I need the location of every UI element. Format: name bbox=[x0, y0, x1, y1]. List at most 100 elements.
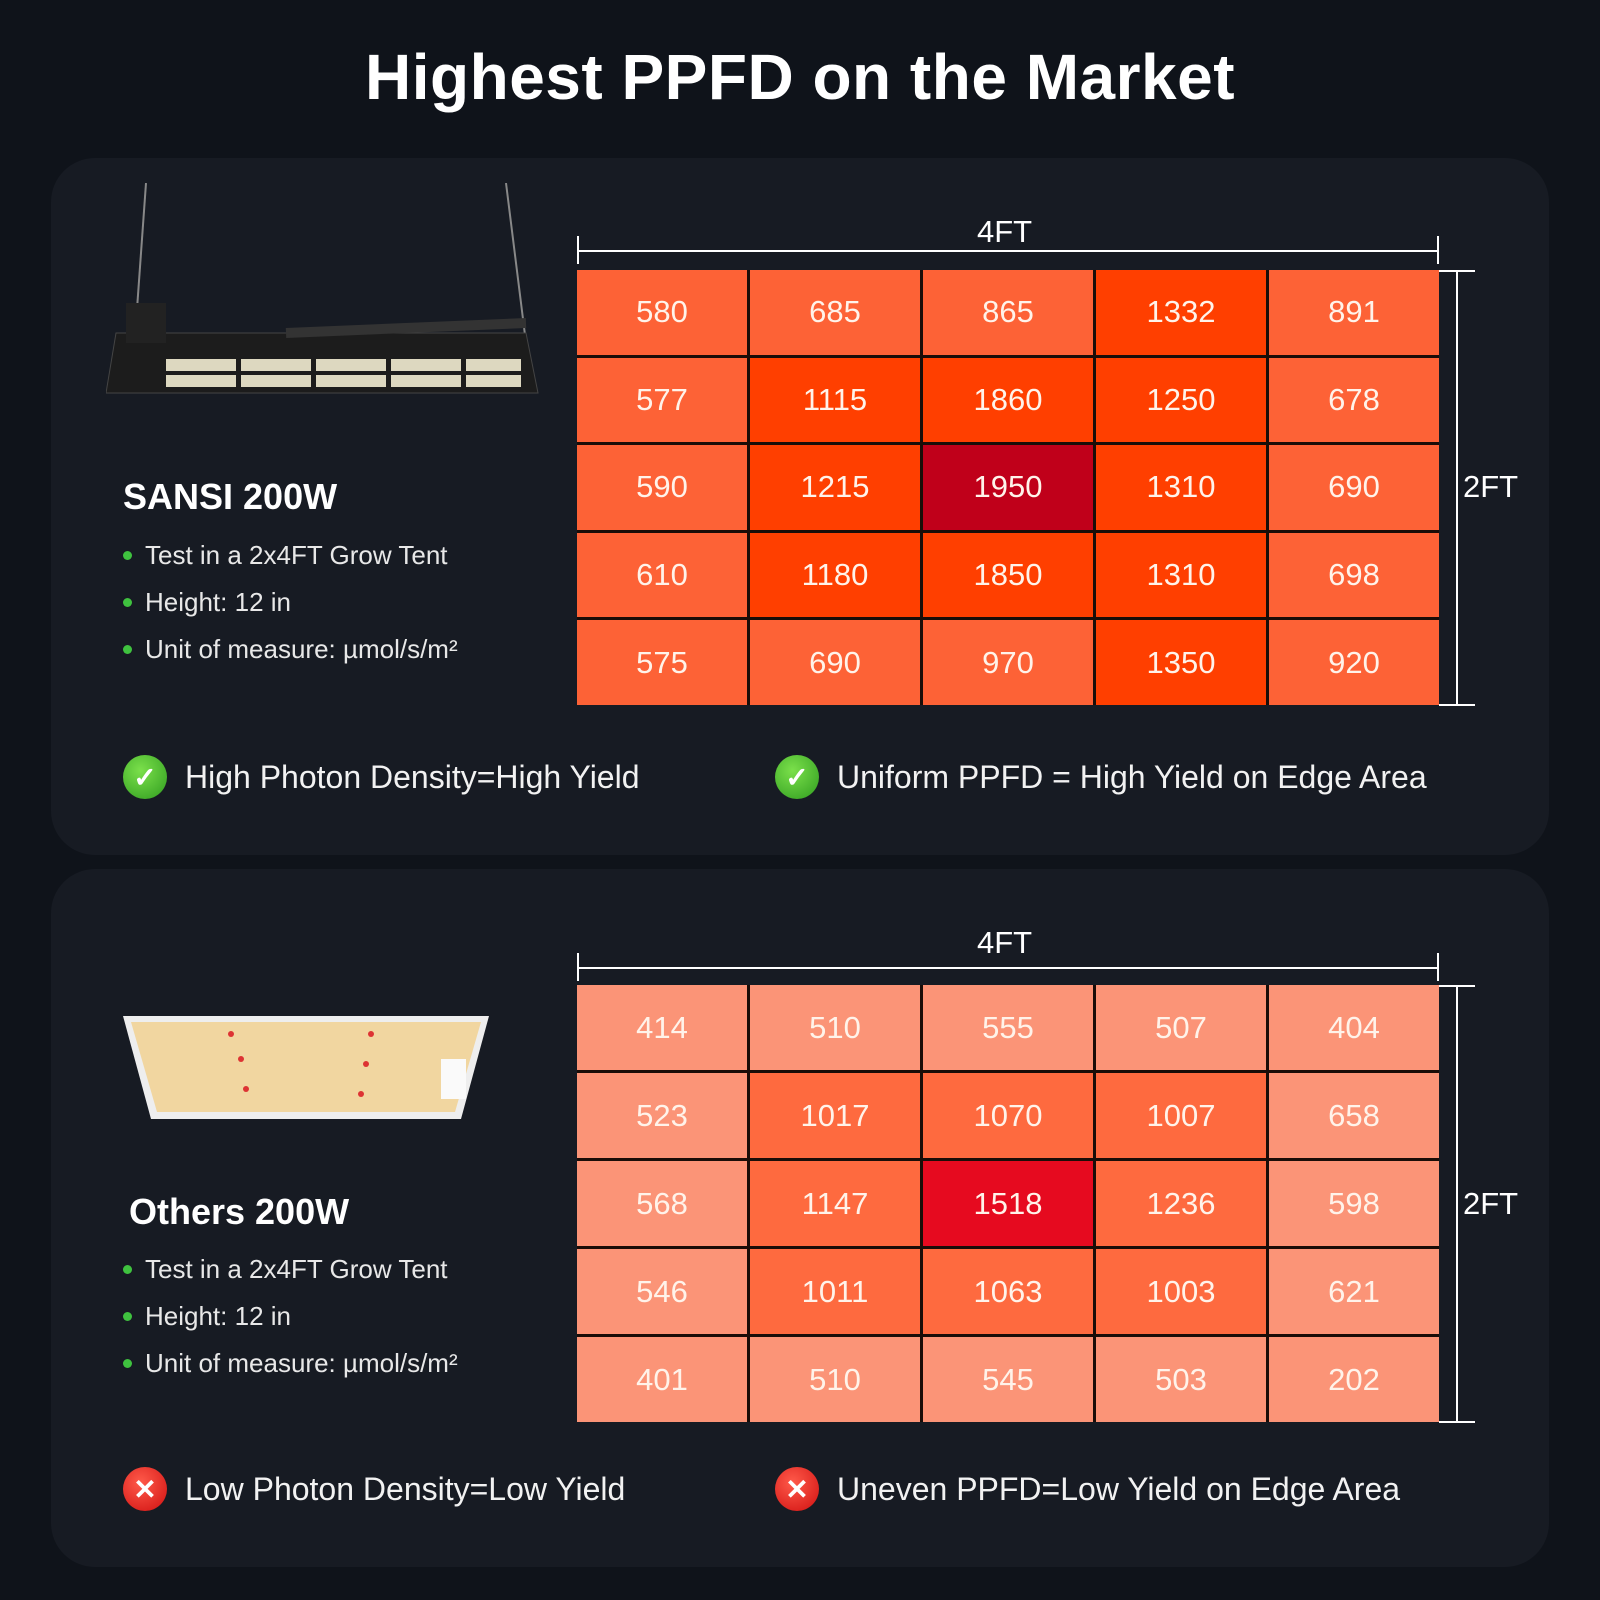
ppfd-cell: 1007 bbox=[1096, 1073, 1266, 1158]
dim-tick bbox=[1437, 236, 1439, 264]
dim-tick bbox=[1439, 704, 1475, 706]
height-label: 2FT bbox=[1463, 1186, 1519, 1221]
width-arrow bbox=[577, 250, 1439, 252]
sansi-panel: SANSI 200W Test in a 2x4FT Grow Tent Hei… bbox=[51, 158, 1549, 855]
ppfd-cell: 590 bbox=[577, 445, 747, 530]
ppfd-cell: 1860 bbox=[923, 357, 1093, 443]
cross-icon: ✕ bbox=[123, 1467, 167, 1511]
others-lamp-image bbox=[123, 1016, 489, 1119]
spec-item: Test in a 2x4FT Grow Tent bbox=[123, 1254, 458, 1285]
ppfd-cell: 545 bbox=[923, 1337, 1093, 1422]
spec-list: Test in a 2x4FT Grow Tent Height: 12 in … bbox=[123, 540, 458, 665]
height-label: 2FT bbox=[1463, 469, 1519, 504]
ppfd-cell: 510 bbox=[750, 985, 920, 1070]
ppfd-cell: 891 bbox=[1269, 270, 1439, 355]
height-arrow bbox=[1456, 985, 1458, 1422]
ppfd-cell: 580 bbox=[577, 270, 747, 355]
spec-text: Test in a 2x4FT Grow Tent bbox=[145, 540, 448, 570]
ppfd-cell: 577 bbox=[577, 357, 747, 443]
spec-item: Unit of measure: µmol/s/m² bbox=[123, 1348, 458, 1379]
spec-list: Test in a 2x4FT Grow Tent Height: 12 in … bbox=[123, 1254, 458, 1379]
ppfd-cell: 1215 bbox=[750, 445, 920, 530]
product-name: Others 200W bbox=[129, 1191, 350, 1232]
ppfd-cell: 414 bbox=[577, 985, 747, 1070]
spec-item: Height: 12 in bbox=[123, 587, 458, 618]
ppfd-cell: 1518 bbox=[923, 1161, 1093, 1246]
ppfd-cell: 507 bbox=[1096, 985, 1266, 1070]
bullet-icon bbox=[123, 645, 132, 654]
spec-text: Test in a 2x4FT Grow Tent bbox=[145, 1254, 448, 1284]
dim-tick bbox=[1439, 1421, 1475, 1423]
page-title: Highest PPFD on the Market bbox=[365, 41, 1235, 113]
ppfd-cell: 202 bbox=[1269, 1337, 1439, 1422]
ppfd-cell: 678 bbox=[1269, 357, 1439, 443]
ppfd-cell: 1332 bbox=[1096, 270, 1266, 355]
check-icon: ✓ bbox=[775, 755, 819, 799]
cross-icon: ✕ bbox=[775, 1467, 819, 1511]
ppfd-grid: 414 510 555 507 404 523 1017 1070 1007 658 568 1147… bbox=[577, 985, 1439, 1422]
width-arrow bbox=[577, 967, 1439, 969]
ppfd-cell: 401 bbox=[577, 1337, 747, 1422]
ppfd-cell: 1310 bbox=[1096, 532, 1266, 618]
ppfd-cell: 1180 bbox=[750, 532, 920, 618]
product-name: SANSI 200W bbox=[123, 476, 338, 517]
ppfd-cell: 555 bbox=[923, 985, 1093, 1070]
bullet-icon bbox=[123, 551, 132, 560]
ppfd-cell: 546 bbox=[577, 1249, 747, 1334]
sansi-lamp-image bbox=[106, 183, 539, 394]
dim-tick bbox=[1437, 953, 1439, 981]
ppfd-cell: 658 bbox=[1269, 1073, 1439, 1158]
ppfd-cell: 698 bbox=[1269, 532, 1439, 618]
ppfd-cell: 621 bbox=[1269, 1249, 1439, 1334]
ppfd-grid: 580 685 865 1332 891 577 1115 1860 1250 678 590 121… bbox=[577, 270, 1439, 705]
ppfd-cell: 1017 bbox=[750, 1073, 920, 1158]
ppfd-cell: 1350 bbox=[1096, 620, 1266, 705]
ppfd-cell: 970 bbox=[923, 620, 1093, 705]
spec-text: Unit of measure: µmol/s/m² bbox=[145, 634, 458, 664]
ppfd-cell: 1147 bbox=[750, 1161, 920, 1246]
ppfd-cell: 523 bbox=[577, 1073, 747, 1158]
check-icon: ✓ bbox=[123, 755, 167, 799]
claim: ✕ Low Photon Density=Low Yield bbox=[123, 1467, 625, 1511]
spec-text: Height: 12 in bbox=[145, 587, 291, 617]
ppfd-cell: 510 bbox=[750, 1337, 920, 1422]
ppfd-cell: 1115 bbox=[750, 357, 920, 443]
ppfd-cell: 1011 bbox=[750, 1249, 920, 1334]
claim-text: Uneven PPFD=Low Yield on Edge Area bbox=[837, 1470, 1401, 1507]
ppfd-cell: 690 bbox=[1269, 445, 1439, 530]
ppfd-cell: 404 bbox=[1269, 985, 1439, 1070]
spec-item: Unit of measure: µmol/s/m² bbox=[123, 634, 458, 665]
ppfd-cell: 598 bbox=[1269, 1161, 1439, 1246]
claim: ✓ High Photon Density=High Yield bbox=[123, 755, 640, 799]
spec-item: Height: 12 in bbox=[123, 1301, 458, 1332]
spec-text: Unit of measure: µmol/s/m² bbox=[145, 1348, 458, 1378]
ppfd-cell: 503 bbox=[1096, 1337, 1266, 1422]
bullet-icon bbox=[123, 1359, 132, 1368]
claim-text: Low Photon Density=Low Yield bbox=[185, 1470, 626, 1507]
ppfd-cell: 1310 bbox=[1096, 445, 1266, 530]
width-label: 4FT bbox=[977, 925, 1033, 960]
bullet-icon bbox=[123, 1265, 132, 1274]
ppfd-cell: 1950 bbox=[923, 445, 1093, 530]
ppfd-cell: 690 bbox=[750, 620, 920, 705]
height-arrow bbox=[1456, 270, 1458, 705]
ppfd-cell: 920 bbox=[1269, 620, 1439, 705]
ppfd-cell: 568 bbox=[577, 1161, 747, 1246]
bullet-icon bbox=[123, 1312, 132, 1321]
ppfd-cell: 1236 bbox=[1096, 1161, 1266, 1246]
claim-text: Uniform PPFD = High Yield on Edge Area bbox=[837, 758, 1427, 795]
claim: ✓ Uniform PPFD = High Yield on Edge Area bbox=[775, 755, 1427, 799]
ppfd-cell: 1850 bbox=[923, 532, 1093, 618]
ppfd-cell: 1003 bbox=[1096, 1249, 1266, 1334]
claim: ✕ Uneven PPFD=Low Yield on Edge Area bbox=[775, 1467, 1400, 1511]
ppfd-cell: 610 bbox=[577, 532, 747, 618]
bullet-icon bbox=[123, 598, 132, 607]
ppfd-cell: 865 bbox=[923, 270, 1093, 355]
width-label: 4FT bbox=[977, 214, 1033, 249]
claim-text: High Photon Density=High Yield bbox=[185, 758, 640, 795]
ppfd-cell: 575 bbox=[577, 620, 747, 705]
others-panel: Others 200W Test in a 2x4FT Grow Tent He… bbox=[51, 869, 1549, 1567]
ppfd-cell: 685 bbox=[750, 270, 920, 355]
dim-tick bbox=[577, 953, 579, 981]
ppfd-cell: 1070 bbox=[923, 1073, 1093, 1158]
